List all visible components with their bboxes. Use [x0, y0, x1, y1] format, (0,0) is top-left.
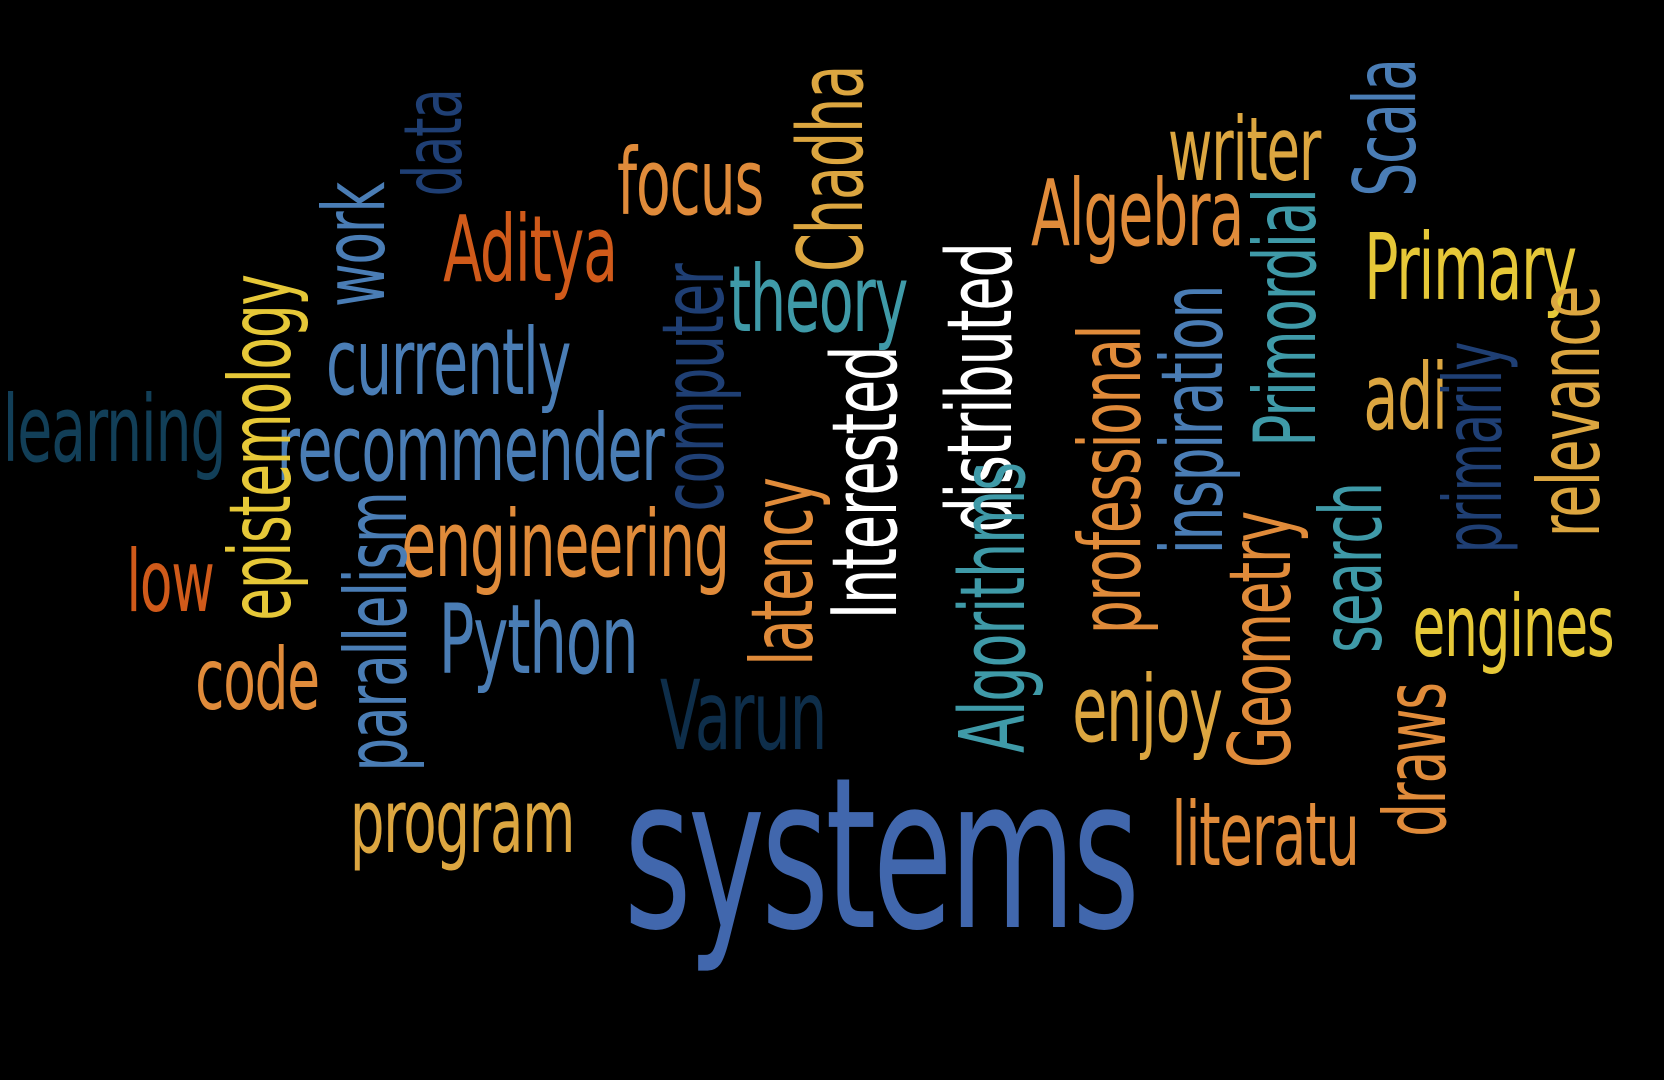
word-currently: currently: [325, 309, 571, 416]
word-literatu: literatu: [1171, 783, 1359, 886]
word-primarily: primarily: [1427, 342, 1520, 554]
word-professional: professional: [1061, 325, 1161, 635]
word-epistemology: epistemology: [211, 275, 311, 621]
word-low: low: [126, 532, 215, 632]
word-interested: Interested: [813, 346, 918, 620]
word-systems: systems: [623, 732, 1140, 977]
word-engineering: engineering: [401, 491, 730, 598]
word-varun: Varun: [659, 660, 828, 772]
word-program: program: [349, 770, 575, 873]
word-search: search: [1302, 483, 1402, 653]
word-computer: computer: [644, 264, 744, 512]
word-writer: writer: [1167, 98, 1321, 201]
word-enjoy: enjoy: [1072, 656, 1223, 763]
word-primordial: Primordial: [1236, 189, 1336, 447]
word-data: data: [387, 89, 480, 197]
word-focus: focus: [616, 129, 764, 236]
word-parallelism: parallelism: [327, 492, 427, 772]
word-aditya: Aditya: [443, 196, 618, 303]
word-python: Python: [438, 584, 639, 696]
word-algorithms: Algorithms: [941, 463, 1046, 753]
word-draws: draws: [1366, 683, 1466, 837]
word-primary: Primary: [1364, 214, 1577, 321]
word-engines: engines: [1412, 577, 1615, 677]
word-recommender: recommender: [276, 395, 664, 502]
word-chadha: Chadha: [779, 65, 884, 273]
word-adi: adi: [1363, 344, 1448, 451]
word-algebra: Algebra: [1030, 160, 1244, 267]
word-theory: theory: [728, 246, 909, 353]
word-code: code: [195, 630, 320, 730]
word-geometry: Geometry: [1211, 512, 1311, 768]
word-relevance: relevance: [1520, 286, 1620, 538]
word-learning: learning: [2, 376, 227, 483]
word-scala: Scala: [1336, 59, 1436, 197]
word-work: work: [305, 182, 405, 308]
